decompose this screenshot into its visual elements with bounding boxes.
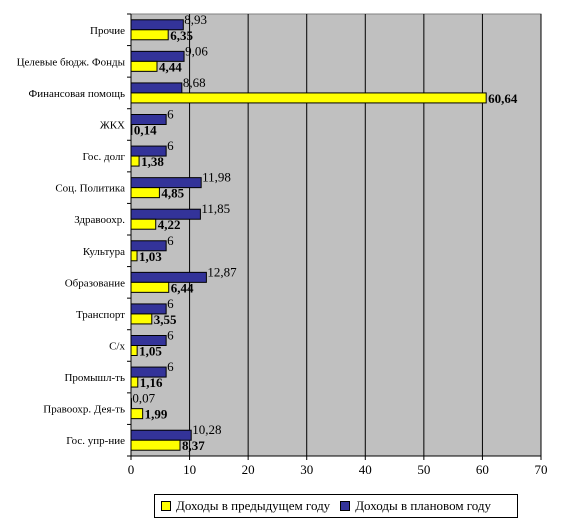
bar-planned-year bbox=[130, 145, 167, 157]
data-label-planned-year: 8,93 bbox=[184, 12, 207, 27]
legend-label-previous-year: Доходы в предыдущем году bbox=[176, 498, 331, 513]
bar-planned-year bbox=[130, 82, 183, 94]
bar-previous-year bbox=[130, 281, 170, 293]
data-label-previous-year: 1,03 bbox=[139, 249, 162, 264]
x-tick-label: 50 bbox=[417, 462, 430, 477]
bar-previous-year bbox=[130, 376, 139, 388]
legend-swatch-previous-year bbox=[161, 501, 171, 511]
bar-planned-year bbox=[130, 177, 202, 189]
bar-planned-year bbox=[130, 366, 167, 378]
bar-previous-year bbox=[130, 29, 169, 41]
data-label-previous-year: 4,44 bbox=[159, 59, 182, 74]
x-tick-label: 30 bbox=[300, 462, 313, 477]
data-label-planned-year: 6 bbox=[167, 233, 174, 248]
bar-previous-year bbox=[130, 439, 181, 451]
bar-previous-year bbox=[130, 60, 158, 72]
category-label: Гос. долг bbox=[82, 151, 125, 163]
legend-item-previous-year: Доходы в предыдущем году bbox=[161, 498, 330, 514]
bar-previous-year bbox=[130, 124, 133, 135]
category-label: Транспорт bbox=[76, 309, 125, 321]
data-label-planned-year: 6 bbox=[167, 359, 174, 374]
category-label: Культура bbox=[83, 246, 125, 258]
data-label-previous-year: 4,22 bbox=[158, 217, 181, 232]
x-tick-label: 0 bbox=[128, 462, 135, 477]
data-label-previous-year: 1,38 bbox=[141, 154, 164, 169]
category-label: Финансовая помощь bbox=[29, 88, 125, 100]
data-label-planned-year: 10,28 bbox=[192, 422, 221, 437]
bar-planned-year bbox=[130, 335, 167, 346]
data-label-previous-year: 1,16 bbox=[140, 375, 163, 390]
x-tick-label: 60 bbox=[476, 462, 489, 477]
bar-previous-year bbox=[130, 313, 153, 325]
bar-previous-year bbox=[130, 187, 160, 199]
category-label: Соц. Политика bbox=[55, 183, 125, 195]
x-tick-label: 20 bbox=[242, 462, 255, 477]
category-label: Образование bbox=[65, 277, 125, 289]
bar-previous-year bbox=[130, 345, 138, 356]
legend-swatch-planned-year bbox=[340, 501, 351, 511]
data-label-planned-year: 6 bbox=[167, 328, 174, 343]
legend-item-planned-year: Доходы в плановом году bbox=[340, 498, 491, 514]
bar-previous-year bbox=[130, 218, 157, 230]
x-tick-label: 70 bbox=[535, 462, 548, 477]
category-label: Целевые бюдж. Фонды bbox=[17, 56, 126, 68]
plot-area bbox=[130, 13, 542, 457]
data-label-planned-year: 9,06 bbox=[185, 43, 208, 58]
bar-planned-year bbox=[130, 240, 167, 252]
category-label: С/х bbox=[109, 341, 125, 353]
data-label-previous-year: 1,99 bbox=[145, 407, 168, 422]
data-label-planned-year: 11,85 bbox=[201, 201, 230, 216]
data-label-previous-year: 6,44 bbox=[171, 280, 194, 295]
category-label: Гос. упр-ние bbox=[66, 435, 125, 447]
data-label-planned-year: 0,07 bbox=[132, 391, 155, 406]
data-label-previous-year: 3,55 bbox=[154, 312, 177, 327]
data-label-previous-year: 6,35 bbox=[170, 28, 193, 43]
category-label: Прочие bbox=[90, 25, 125, 37]
bar-planned-year bbox=[130, 208, 201, 220]
legend: Доходы в предыдущем году Доходы в планов… bbox=[154, 494, 518, 518]
data-label-previous-year: 4,85 bbox=[161, 186, 184, 201]
bar-previous-year bbox=[130, 92, 487, 104]
bar-previous-year bbox=[130, 408, 144, 420]
data-label-previous-year: 60,64 bbox=[488, 91, 518, 106]
data-label-planned-year: 6 bbox=[167, 138, 174, 153]
bar-planned-year bbox=[130, 271, 207, 283]
data-label-planned-year: 8,68 bbox=[183, 75, 206, 90]
data-label-planned-year: 6 bbox=[167, 107, 174, 122]
data-label-previous-year: 0,14 bbox=[134, 123, 157, 138]
x-tick-label: 40 bbox=[359, 462, 372, 477]
data-label-planned-year: 11,98 bbox=[202, 170, 231, 185]
bar-planned-year bbox=[130, 114, 167, 125]
data-label-planned-year: 6 bbox=[167, 296, 174, 311]
legend-label-planned-year: Доходы в плановом году bbox=[355, 498, 492, 513]
bar-previous-year bbox=[130, 250, 138, 262]
data-label-planned-year: 12,87 bbox=[207, 264, 237, 279]
category-label: Промышл-ть bbox=[64, 372, 125, 384]
data-label-previous-year: 1,05 bbox=[139, 344, 162, 359]
category-label: ЖКХ bbox=[100, 120, 125, 132]
data-label-previous-year: 8,37 bbox=[182, 438, 205, 453]
bar-previous-year bbox=[130, 155, 140, 167]
category-label: Здравоохр. bbox=[74, 214, 125, 226]
category-label: Правоохр. Дея-ть bbox=[43, 404, 125, 416]
bar-planned-year bbox=[130, 50, 185, 62]
x-tick-label: 10 bbox=[183, 462, 196, 477]
